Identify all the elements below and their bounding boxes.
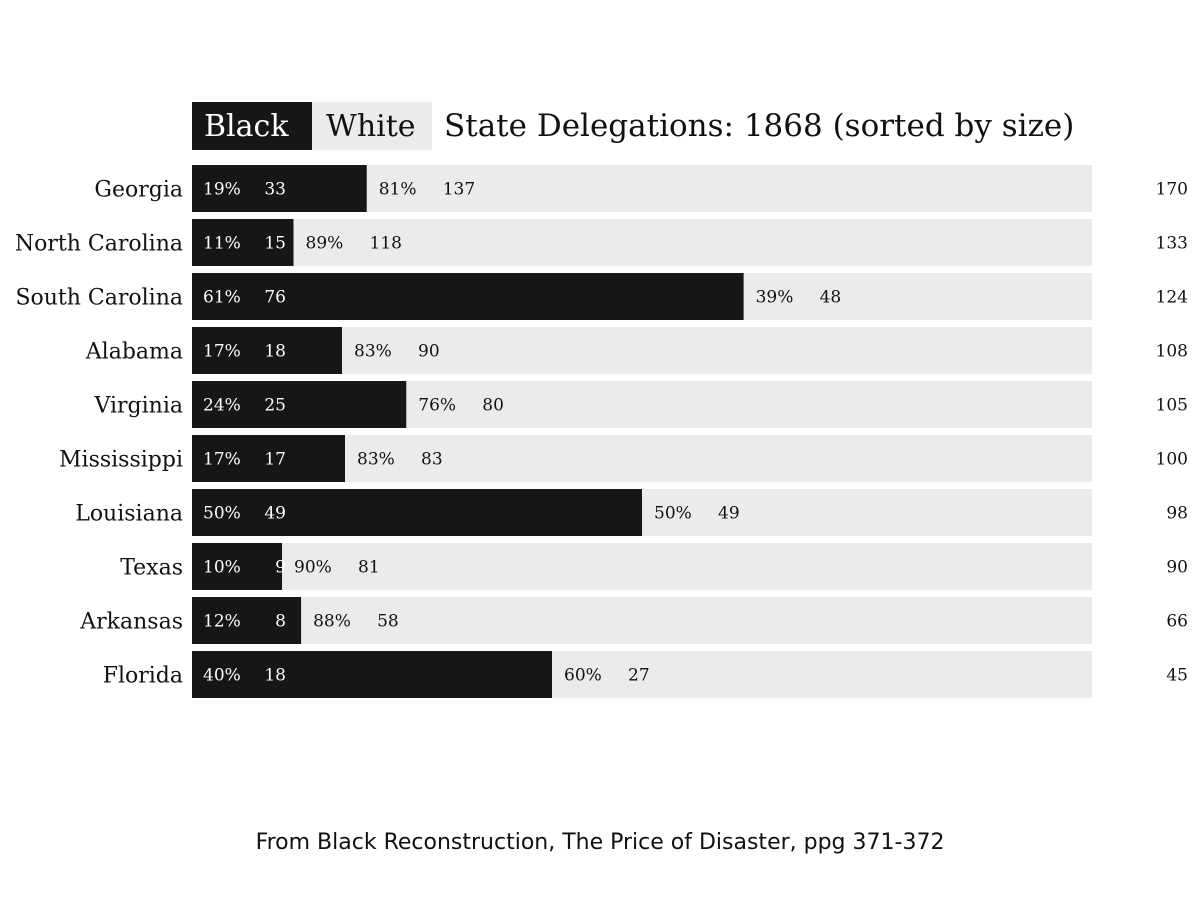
total-label: 108 <box>1156 342 1188 362</box>
black-count-label: 18 <box>264 666 286 686</box>
total-label: 90 <box>1166 558 1188 578</box>
state-label: Mississippi <box>59 448 183 473</box>
white-percent-label: 88% <box>313 612 351 632</box>
total-label: 98 <box>1166 504 1188 524</box>
total-label: 45 <box>1166 666 1188 686</box>
bar-black[interactable] <box>192 597 302 644</box>
state-label: Louisiana <box>75 502 183 527</box>
black-percent-label: 40% <box>203 666 241 686</box>
black-percent-label: 12% <box>203 612 241 632</box>
bar-black[interactable] <box>192 219 294 266</box>
bars-group: Georgia 19% 33 81% 137 170 North Carolina 11% 15… <box>15 165 1188 698</box>
state-label: Alabama <box>85 340 183 365</box>
white-percent-label: 81% <box>379 180 417 200</box>
black-count-label: 33 <box>264 180 286 200</box>
state-label: Texas <box>120 556 183 581</box>
total-label: 105 <box>1156 396 1188 416</box>
white-percent-label: 83% <box>357 450 395 470</box>
state-label: Florida <box>103 664 183 689</box>
black-percent-label: 61% <box>203 288 241 308</box>
black-count-label: 15 <box>264 234 286 254</box>
white-count-label: 80 <box>482 396 504 416</box>
white-percent-label: 50% <box>654 504 692 524</box>
bar-black[interactable] <box>192 435 345 482</box>
bar-black[interactable] <box>192 489 642 536</box>
black-percent-label: 10% <box>203 558 241 578</box>
total-label: 66 <box>1166 612 1188 632</box>
white-count-label: 58 <box>377 612 399 632</box>
white-count-label: 83 <box>421 450 443 470</box>
white-percent-label: 76% <box>418 396 456 416</box>
delegations-chart: Black White State Delegations: 1868 (sor… <box>15 102 1188 698</box>
state-label: South Carolina <box>15 286 183 311</box>
black-count-label: 9 <box>275 558 286 578</box>
white-percent-label: 89% <box>306 234 344 254</box>
bar-black[interactable] <box>192 651 552 698</box>
chart-title: State Delegations: 1868 (sorted by size) <box>444 108 1074 144</box>
black-percent-label: 19% <box>203 180 241 200</box>
white-percent-label: 60% <box>564 666 602 686</box>
bar-black[interactable] <box>192 327 342 374</box>
white-percent-label: 83% <box>354 342 392 362</box>
black-count-label: 18 <box>264 342 286 362</box>
white-count-label: 81 <box>358 558 380 578</box>
white-count-label: 27 <box>628 666 650 686</box>
state-label: Georgia <box>94 178 183 203</box>
source-caption: From Black Reconstruction, The Price of … <box>255 830 945 855</box>
black-count-label: 25 <box>264 396 286 416</box>
bar-white[interactable] <box>192 219 1092 266</box>
bar-black[interactable] <box>192 165 367 212</box>
state-label: Virginia <box>94 394 184 419</box>
black-count-label: 49 <box>264 504 286 524</box>
total-label: 100 <box>1156 450 1188 470</box>
legend: Black White <box>192 102 432 150</box>
white-count-label: 118 <box>370 234 402 254</box>
total-label: 133 <box>1156 234 1188 254</box>
total-label: 124 <box>1156 288 1188 308</box>
black-percent-label: 17% <box>203 450 241 470</box>
black-count-label: 17 <box>264 450 286 470</box>
black-percent-label: 17% <box>203 342 241 362</box>
black-count-label: 8 <box>275 612 286 632</box>
bar-white[interactable] <box>192 597 1092 644</box>
bar-black[interactable] <box>192 273 744 320</box>
legend-label-black: Black <box>204 109 289 144</box>
legend-swatch-white[interactable] <box>312 102 432 150</box>
white-percent-label: 90% <box>294 558 332 578</box>
bar-black[interactable] <box>192 381 407 428</box>
black-percent-label: 11% <box>203 234 241 254</box>
black-count-label: 76 <box>264 288 286 308</box>
bar-black[interactable] <box>192 543 282 590</box>
black-percent-label: 24% <box>203 396 241 416</box>
total-label: 170 <box>1156 180 1188 200</box>
white-count-label: 90 <box>418 342 440 362</box>
legend-swatch-black[interactable] <box>192 102 312 150</box>
white-count-label: 49 <box>718 504 740 524</box>
white-count-label: 48 <box>820 288 842 308</box>
white-count-label: 137 <box>443 180 475 200</box>
bar-white[interactable] <box>192 543 1092 590</box>
state-label: North Carolina <box>15 232 183 257</box>
black-percent-label: 50% <box>203 504 241 524</box>
white-percent-label: 39% <box>756 288 794 308</box>
state-label: Arkansas <box>79 610 183 635</box>
legend-label-white: White <box>326 109 416 144</box>
